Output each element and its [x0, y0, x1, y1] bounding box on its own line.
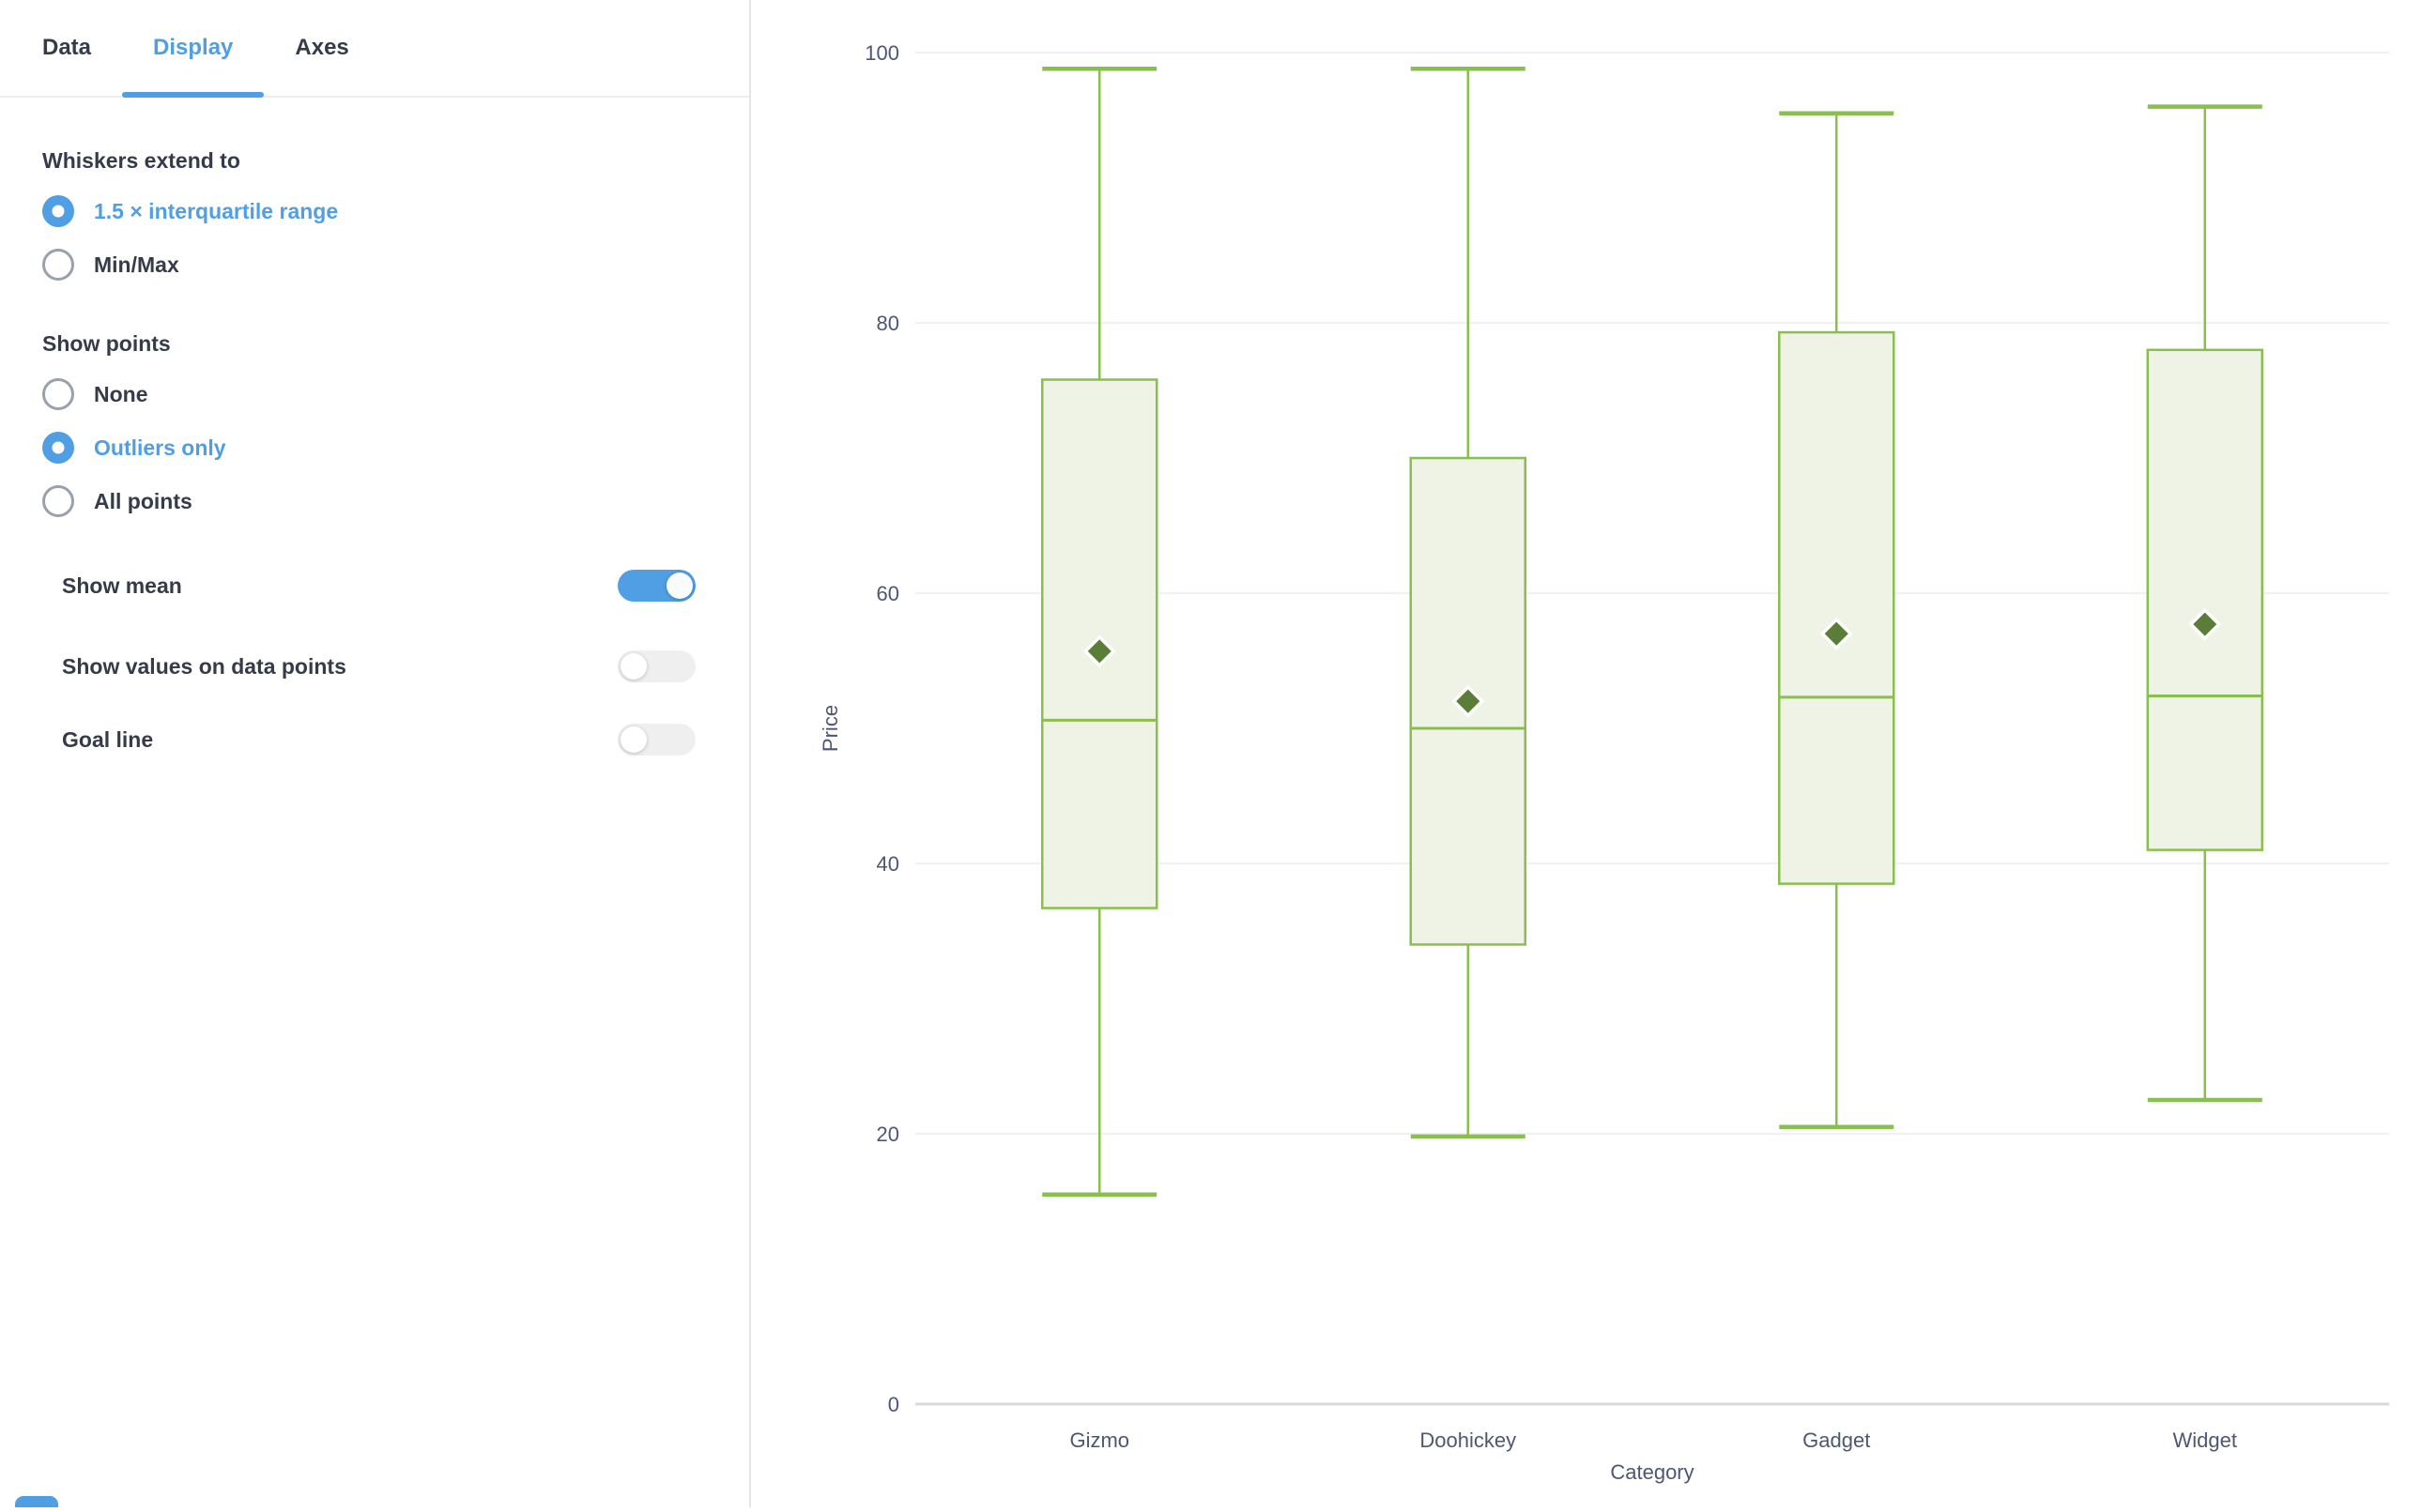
- mean-diamond[interactable]: [1082, 634, 1116, 668]
- radio-button-icon[interactable]: [42, 432, 74, 464]
- box-group-doohickey[interactable]: [1409, 67, 1526, 1139]
- show-values-toggle[interactable]: [618, 650, 696, 682]
- box-group-gizmo[interactable]: [1041, 67, 1158, 1198]
- goal-line-row: Goal line: [42, 724, 707, 756]
- y-tick-label: 60: [877, 582, 899, 605]
- tab-display-label: Display: [153, 35, 234, 60]
- radio-button-icon[interactable]: [42, 249, 74, 281]
- boxplot-chart[interactable]: 0 20 40 60 80 100 Price Gizmo Doohickey Gadget Wid…: [751, 0, 2422, 1507]
- radio-whiskers-iqr-label: 1.5 × interquartile range: [94, 198, 339, 223]
- toggle-knob-icon: [621, 726, 647, 753]
- show-mean-row: Show mean: [42, 570, 707, 602]
- y-tick-label: 0: [888, 1393, 899, 1416]
- radio-points-outliers[interactable]: Outliers only: [42, 432, 707, 464]
- radio-button-icon[interactable]: [42, 485, 74, 517]
- show-values-label: Show values on data points: [62, 653, 346, 679]
- y-tick-label: 100: [865, 41, 899, 65]
- mean-diamond[interactable]: [1451, 684, 1485, 718]
- radio-points-outliers-label: Outliers only: [94, 435, 226, 460]
- box-group-gadget[interactable]: [1778, 111, 1895, 1130]
- tab-axes-label: Axes: [295, 35, 349, 60]
- x-tick-label: Widget: [2173, 1428, 2237, 1452]
- radio-button-icon[interactable]: [42, 378, 74, 410]
- y-tick-label: 80: [877, 312, 899, 335]
- show-points-section-heading: Show points: [42, 331, 171, 356]
- goal-line-label: Goal line: [62, 726, 154, 752]
- radio-points-none[interactable]: None: [42, 378, 707, 410]
- radio-points-all-label: All points: [94, 488, 192, 513]
- y-axis-title: Price: [819, 705, 842, 752]
- toggle-knob-icon: [621, 653, 647, 680]
- show-mean-label: Show mean: [62, 573, 182, 598]
- toggle-knob-icon: [667, 573, 693, 599]
- whiskers-section-heading: Whiskers extend to: [42, 148, 240, 173]
- x-tick-label: Gadget: [1802, 1428, 1870, 1452]
- show-values-row: Show values on data points: [42, 650, 707, 682]
- boxplot-chart-area: 0 20 40 60 80 100 Price Gizmo Doohickey Gadget Wid…: [751, 0, 2422, 1507]
- tab-display[interactable]: Display: [122, 0, 265, 98]
- box-group-widget[interactable]: [2146, 104, 2263, 1103]
- radio-points-all[interactable]: All points: [42, 485, 707, 517]
- x-axis-title: Category: [1610, 1460, 1694, 1484]
- tab-data[interactable]: Data: [11, 0, 122, 96]
- visualization-button-partial[interactable]: [15, 1496, 58, 1507]
- visualization-settings-sidebar: Data Display Axes Whiskers extend to 1.5…: [0, 0, 751, 1507]
- goal-line-toggle[interactable]: [618, 724, 696, 756]
- y-tick-label: 40: [877, 852, 899, 876]
- radio-whiskers-minmax[interactable]: Min/Max: [42, 249, 707, 281]
- tab-axes[interactable]: Axes: [264, 0, 379, 96]
- radio-whiskers-iqr[interactable]: 1.5 × interquartile range: [42, 195, 707, 227]
- radio-points-none-label: None: [94, 381, 148, 406]
- mean-diamond[interactable]: [2188, 607, 2222, 641]
- mean-diamond[interactable]: [1819, 617, 1853, 650]
- y-tick-label: 20: [877, 1123, 899, 1146]
- x-tick-label: Doohickey: [1419, 1428, 1516, 1452]
- tab-data-label: Data: [42, 35, 92, 60]
- settings-panel-content: Whiskers extend to 1.5 × interquartile r…: [0, 148, 749, 756]
- x-tick-label: Gizmo: [1069, 1428, 1129, 1452]
- box-rect[interactable]: [1778, 330, 1895, 885]
- radio-whiskers-minmax-label: Min/Max: [94, 252, 179, 277]
- settings-tabbar: Data Display Axes: [0, 0, 749, 98]
- box-rect[interactable]: [2146, 348, 2263, 851]
- show-mean-toggle[interactable]: [618, 570, 696, 602]
- radio-button-icon[interactable]: [42, 195, 74, 227]
